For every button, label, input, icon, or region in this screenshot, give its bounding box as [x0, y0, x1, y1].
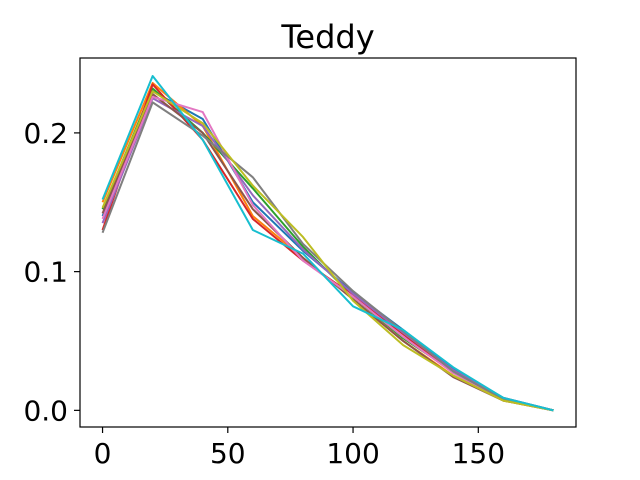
series-line-1	[101, 90, 554, 412]
series-line-4	[101, 83, 554, 412]
x-tick-label: 0	[94, 437, 112, 470]
y-tick-label: 0.2	[23, 117, 68, 150]
y-tick-label: 0.1	[23, 256, 68, 289]
x-tick-label: 50	[210, 437, 246, 470]
series-line-2	[101, 81, 554, 412]
series-line-7	[101, 95, 554, 412]
series-line-10	[101, 75, 554, 412]
y-tick-label: 0.0	[23, 394, 68, 427]
series-line-3	[101, 87, 554, 412]
y-axis: 0.0 0.1 0.2	[23, 117, 80, 427]
plot-frame	[79, 57, 577, 428]
series-line-5	[101, 97, 554, 412]
x-tick-label: 150	[452, 437, 505, 470]
series-layer	[101, 75, 554, 412]
chart-title: Teddy	[280, 18, 374, 56]
series-line-9	[101, 90, 554, 412]
x-tick-label: 100	[326, 437, 379, 470]
series-line-8	[101, 101, 554, 412]
x-axis: 0 50 100 150	[94, 427, 505, 470]
series-line-6	[101, 93, 554, 412]
